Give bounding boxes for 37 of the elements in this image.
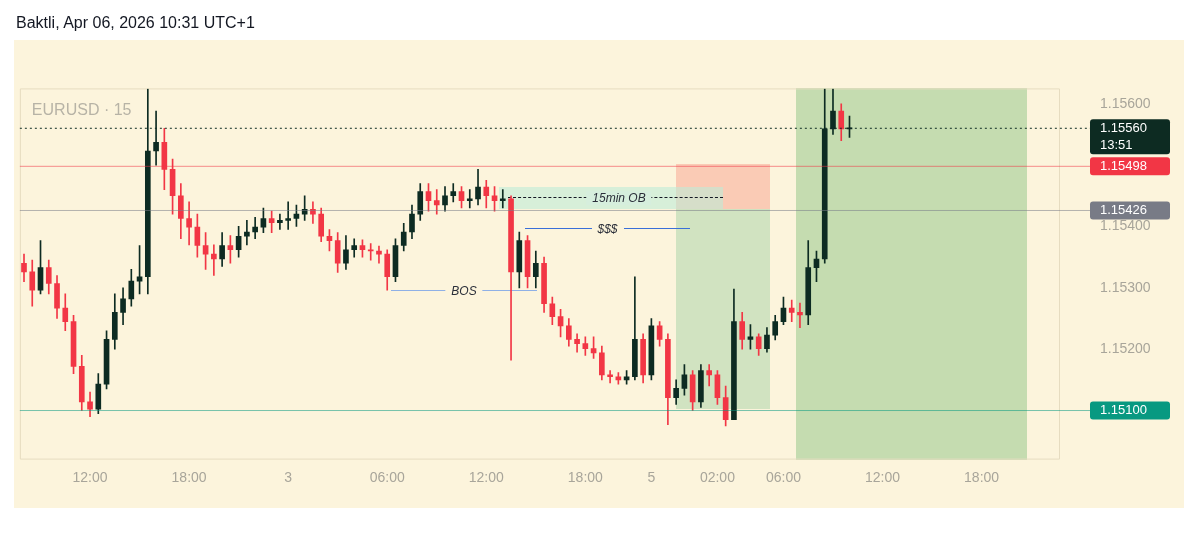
annotation: 15min OB — [586, 190, 652, 205]
ref-line-label: 1.15426 — [1100, 202, 1147, 218]
candlestick — [574, 333, 580, 353]
annotation: $$$ — [591, 221, 624, 236]
candlestick — [244, 219, 250, 246]
y-tick-label: 1.15600 — [1100, 94, 1151, 111]
y-tick-label: 1.15200 — [1100, 340, 1151, 357]
x-tick-label: 12:00 — [468, 468, 504, 485]
candlestick — [367, 243, 374, 261]
x-tick-label: 5 — [647, 468, 656, 485]
ref-line-label: 1.15498 — [1100, 157, 1147, 173]
candlestick — [277, 213, 283, 230]
ref-line-label: 1.15100 — [1100, 402, 1147, 418]
candlestick — [186, 201, 192, 246]
chart-title: Baktli, Apr 06, 2026 10:31 UTC+1 — [15, 13, 256, 33]
y-tick-label: 1.15400 — [1100, 217, 1151, 234]
x-tick-label: 06:00 — [369, 468, 405, 485]
text: EURUSD · 15 — [31, 100, 132, 118]
x-tick-label: 3 — [284, 468, 293, 485]
x-tick-label: 18:00 — [567, 468, 604, 485]
x-tick-label: 12:00 — [864, 468, 901, 485]
x-tick-label: 12:00 — [72, 468, 108, 485]
text: 13:51 — [1100, 136, 1133, 152]
x-tick-label: 18:00 — [171, 468, 207, 485]
candlestick — [788, 299, 795, 322]
ref-line-label: 1.15560 — [1100, 119, 1147, 135]
candlestick — [433, 189, 440, 215]
candlestick — [797, 302, 803, 329]
candlestick — [252, 216, 258, 240]
x-tick-label: 06:00 — [765, 468, 802, 485]
x-tick-label: 18:00 — [964, 468, 1000, 485]
y-tick-label: 1.15300 — [1100, 278, 1151, 295]
x-tick-label: 02:00 — [699, 468, 736, 485]
candlestick — [211, 244, 217, 276]
candlestick — [285, 201, 291, 230]
annotation: BOS — [445, 283, 483, 298]
candlestick — [706, 364, 712, 387]
